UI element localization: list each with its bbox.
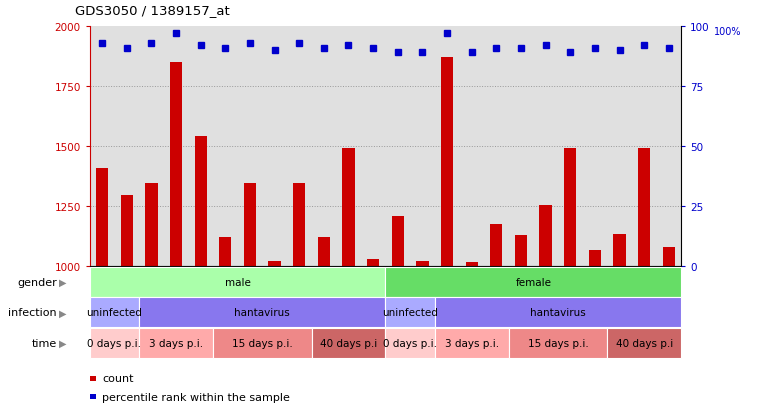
- Text: ▶: ▶: [59, 338, 67, 348]
- Bar: [90, 328, 139, 358]
- Bar: [170, 63, 182, 266]
- Text: uninfected: uninfected: [87, 308, 142, 318]
- Text: 15 days p.i.: 15 days p.i.: [232, 338, 293, 348]
- Text: uninfected: uninfected: [382, 308, 438, 318]
- Text: 3 days p.i.: 3 days p.i.: [149, 338, 203, 348]
- Bar: [392, 216, 404, 266]
- Bar: [540, 205, 552, 266]
- Text: 40 days p.i: 40 days p.i: [616, 338, 673, 348]
- Bar: [441, 58, 454, 266]
- Bar: [213, 328, 311, 358]
- Bar: [145, 184, 158, 266]
- Bar: [564, 149, 576, 266]
- Text: count: count: [102, 373, 133, 383]
- Bar: [386, 328, 435, 358]
- Bar: [508, 328, 607, 358]
- Text: female: female: [515, 277, 551, 287]
- Bar: [386, 298, 435, 328]
- Bar: [638, 149, 651, 266]
- Text: time: time: [32, 338, 57, 348]
- Bar: [367, 259, 379, 266]
- Bar: [490, 225, 502, 266]
- Text: 0 days p.i.: 0 days p.i.: [88, 338, 142, 348]
- Bar: [139, 298, 385, 328]
- Bar: [90, 267, 386, 297]
- Bar: [120, 196, 133, 266]
- Text: percentile rank within the sample: percentile rank within the sample: [102, 392, 290, 402]
- Bar: [435, 298, 681, 328]
- Bar: [139, 328, 213, 358]
- Text: ▶: ▶: [59, 308, 67, 318]
- Bar: [342, 149, 355, 266]
- Bar: [435, 328, 508, 358]
- Bar: [589, 251, 601, 266]
- Text: ▶: ▶: [59, 277, 67, 287]
- Bar: [514, 235, 527, 266]
- Text: 0 days p.i.: 0 days p.i.: [383, 338, 437, 348]
- Text: infection: infection: [8, 308, 57, 318]
- Text: gender: gender: [18, 277, 57, 287]
- Bar: [311, 328, 385, 358]
- Bar: [466, 263, 478, 266]
- Bar: [386, 267, 681, 297]
- Bar: [219, 237, 231, 266]
- Text: 100%: 100%: [714, 27, 741, 37]
- Text: 3 days p.i.: 3 days p.i.: [444, 338, 498, 348]
- Text: hantavirus: hantavirus: [234, 308, 290, 318]
- Text: 40 days p.i: 40 days p.i: [320, 338, 377, 348]
- Bar: [244, 184, 256, 266]
- Bar: [96, 168, 108, 266]
- Bar: [293, 184, 305, 266]
- Text: GDS3050 / 1389157_at: GDS3050 / 1389157_at: [75, 4, 229, 17]
- Text: hantavirus: hantavirus: [530, 308, 586, 318]
- Text: male: male: [224, 277, 250, 287]
- Bar: [613, 234, 626, 266]
- Bar: [317, 237, 330, 266]
- Bar: [90, 298, 139, 328]
- Bar: [607, 328, 681, 358]
- Bar: [269, 261, 281, 266]
- Bar: [416, 261, 428, 266]
- Bar: [195, 137, 207, 266]
- Bar: [663, 247, 675, 266]
- Text: 15 days p.i.: 15 days p.i.: [527, 338, 588, 348]
